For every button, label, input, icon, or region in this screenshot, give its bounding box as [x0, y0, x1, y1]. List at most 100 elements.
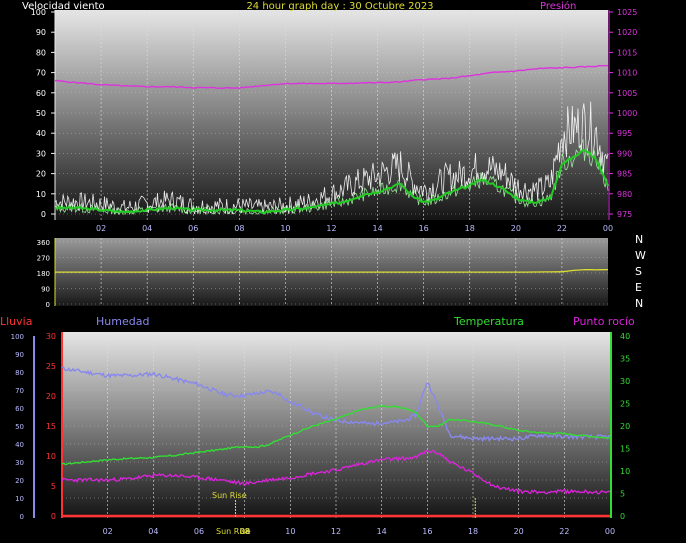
humidity-y-tick-label: 100 — [11, 333, 24, 341]
temp-humidity-x-tick-label: 06 — [194, 527, 204, 536]
temp-humidity-x-tick-label: 08 — [240, 527, 250, 536]
dewpoint-line — [61, 449, 611, 495]
pressure-y-tick-label: 1010 — [617, 69, 637, 78]
temperature-y-tick-label: 30 — [620, 377, 630, 386]
rain-y-tick-label: 10 — [46, 452, 56, 461]
rain-y-tick-label: 25 — [46, 362, 56, 371]
temp-humidity-x-tick-label: 04 — [148, 527, 158, 536]
humidity-y-tick-label: 70 — [15, 387, 24, 395]
temperature-y-tick-label: 0 — [620, 512, 625, 521]
pressure-y-tick-label: 980 — [617, 190, 632, 199]
pressure-line — [54, 64, 609, 90]
temp-humidity-x-tick-label: 16 — [422, 527, 432, 536]
temp-humidity-x-tick-label: 14 — [377, 527, 387, 536]
wind-y-tick-label: 70 — [36, 69, 46, 78]
wind-pressure-grid — [55, 10, 608, 220]
rain-y-tick-label: 30 — [46, 332, 56, 341]
wind-direction-line — [55, 268, 609, 273]
direction-y-tick-label: 270 — [37, 255, 50, 263]
wind-pressure-panel: 0 1020 30 40 50 60 70 80 90 100 975 980 985 990 995 100… — [22, 0, 637, 233]
wind-y-tick-label: 50 — [36, 109, 46, 118]
wind-pressure-x-tick-label: 12 — [326, 224, 336, 233]
pressure-label: Presión — [540, 0, 576, 12]
wind-pressure-x-tick-label: 08 — [234, 224, 244, 233]
temperature-y-tick-label: 5 — [620, 490, 625, 499]
pressure-y-tick-label: 995 — [617, 129, 632, 138]
wind-pressure-axes: 0 1020 30 40 50 60 70 80 90 100 975 980 985 990 995 100… — [31, 8, 638, 233]
wind-y-tick-label: 20 — [36, 170, 46, 179]
temp-humidity-x-tick-label: 22 — [559, 527, 569, 536]
wind-y-tick-label: 90 — [36, 28, 46, 37]
humidity-y-tick-label: 90 — [15, 351, 24, 359]
compass-label: W — [635, 249, 646, 262]
temperature-legend: Temperatura — [453, 315, 524, 328]
compass-label: E — [635, 281, 642, 294]
direction-y-tick-label: 360 — [37, 239, 50, 247]
humidity-y-tick-label: 20 — [15, 477, 24, 485]
wind-y-tick-label: 80 — [36, 48, 46, 57]
humidity-y-tick-label: 10 — [15, 495, 24, 503]
temp-humidity-x-tick-label: 10 — [285, 527, 295, 536]
wind-pressure-x-tick-label: 04 — [142, 224, 152, 233]
wind-speed-label: Velocidad viento — [22, 1, 105, 12]
humidity-y-tick-label: 30 — [15, 459, 24, 467]
wind-y-tick-label: 40 — [36, 129, 46, 138]
rain-legend: Lluvia — [0, 315, 32, 328]
wind-pressure-series — [54, 64, 609, 216]
wind-y-tick-label: 30 — [36, 149, 46, 158]
wind-pressure-x-tick-label: 22 — [557, 224, 567, 233]
humidity-legend: Humedad — [96, 315, 149, 328]
temp-humidity-x-tick-label: 12 — [331, 527, 341, 536]
humidity-y-tick-label: 80 — [15, 369, 24, 377]
direction-y-tick-label: 0 — [46, 301, 50, 309]
pressure-y-tick-label: 990 — [617, 149, 632, 158]
wind-pressure-x-tick-label: 02 — [96, 224, 106, 233]
sunrise-time-label: 08 — [240, 527, 250, 536]
rain-y-tick-label: 0 — [51, 512, 56, 521]
compass-label: N — [635, 233, 643, 246]
chart-title: 24 hour graph day : 30 Octubre 2023 — [246, 1, 433, 12]
pressure-y-tick-label: 1000 — [617, 109, 637, 118]
temperature-y-tick-label: 20 — [620, 422, 630, 431]
wind-pressure-x-tick-label: 06 — [188, 224, 198, 233]
pressure-y-tick-label: 975 — [617, 210, 632, 219]
wind-pressure-x-tick-label: 20 — [511, 224, 521, 233]
wind-gust-band-line — [54, 138, 609, 216]
pressure-y-tick-label: 1025 — [617, 8, 637, 17]
sunrise-annotation-axis: Sun Rise — [216, 527, 251, 536]
direction-y-tick-label: 90 — [41, 286, 50, 294]
temperature-y-tick-label: 10 — [620, 467, 630, 476]
rain-y-tick-label: 20 — [46, 392, 56, 401]
wind-pressure-x-tick-label: 16 — [419, 224, 429, 233]
temperature-y-tick-label: 25 — [620, 400, 630, 409]
pressure-y-tick-label: 1005 — [617, 89, 637, 98]
pressure-y-tick-label: 1015 — [617, 48, 637, 57]
sunrise-annotation: Sun Rise — [212, 491, 247, 500]
pressure-y-tick-label: 1020 — [617, 28, 637, 37]
temp-humidity-x-tick-label: 00 — [605, 527, 615, 536]
wind-direction-series — [55, 268, 609, 273]
humidity-y-tick-label: 0 — [20, 513, 24, 521]
pressure-y-tick-label: 985 — [617, 170, 632, 179]
compass-label: N — [635, 297, 643, 310]
temperature-y-tick-label: 15 — [620, 445, 630, 454]
wind-direction-axes: 0 90 180 270 360 — [37, 238, 56, 309]
direction-y-tick-label: 180 — [37, 270, 50, 278]
dewpoint-legend: Punto rocío — [573, 315, 635, 328]
wind-y-tick-label: 60 — [36, 89, 46, 98]
rain-y-tick-label: 15 — [46, 422, 56, 431]
wind-y-tick-label: 100 — [31, 8, 46, 17]
humidity-y-tick-label: 50 — [15, 423, 24, 431]
humidity-y-tick-label: 60 — [15, 405, 24, 413]
temp-humidity-series — [61, 366, 611, 518]
wind-pressure-x-tick-label: 00 — [603, 224, 613, 233]
temp-humidity-panel: 0102030405060708090100051015202530051015… — [0, 315, 635, 536]
temperature-line — [61, 404, 611, 466]
wind-pressure-x-tick-label: 18 — [465, 224, 475, 233]
temp-humidity-x-tick-label: 20 — [514, 527, 524, 536]
wind-y-tick-label: 0 — [41, 210, 46, 219]
